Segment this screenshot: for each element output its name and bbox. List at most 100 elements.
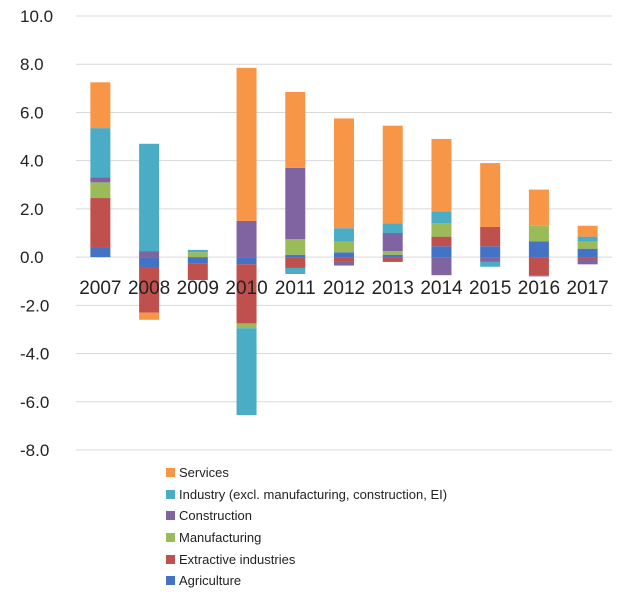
bar-segment bbox=[139, 267, 160, 313]
y-tick-label: 4.0 bbox=[20, 152, 44, 171]
bar-segment bbox=[285, 239, 306, 255]
bar-segment bbox=[480, 257, 501, 262]
bar-segment bbox=[236, 67, 257, 221]
bar-segment bbox=[528, 241, 549, 258]
bar-segment bbox=[334, 118, 354, 229]
bar-segment bbox=[382, 223, 403, 233]
bar-segment bbox=[236, 328, 257, 416]
bar-segment bbox=[480, 246, 501, 258]
bar-segment bbox=[431, 246, 452, 258]
bar-segment bbox=[139, 143, 160, 252]
x-category-label: 2008 bbox=[128, 278, 170, 299]
legend-label: Extractive industries bbox=[179, 551, 296, 567]
bar-segment bbox=[334, 261, 354, 266]
bar-segment bbox=[577, 259, 598, 265]
legend-label: Agriculture bbox=[179, 573, 242, 589]
bar-segment bbox=[285, 254, 306, 258]
bar-segment bbox=[139, 251, 160, 258]
bar-segment bbox=[577, 257, 598, 260]
bar-segment bbox=[236, 323, 257, 329]
x-category-label: 2012 bbox=[323, 278, 365, 299]
bar-segment bbox=[431, 236, 452, 247]
bar-segment bbox=[431, 138, 452, 212]
bar-segment bbox=[528, 275, 549, 277]
bar-segment bbox=[90, 177, 111, 183]
bar-segment bbox=[577, 225, 598, 237]
y-tick-label: 2.0 bbox=[20, 200, 44, 219]
bar-segment bbox=[236, 257, 257, 265]
x-category-label: 2015 bbox=[469, 278, 511, 299]
bar-segment bbox=[139, 257, 160, 268]
x-category-label: 2013 bbox=[372, 278, 414, 299]
y-tick-label: -4.0 bbox=[20, 345, 49, 364]
bar-segment bbox=[334, 257, 354, 262]
bar-segment bbox=[431, 257, 452, 276]
bar-segment bbox=[577, 241, 598, 249]
y-tick-label: 0.0 bbox=[20, 248, 44, 267]
bar-segment bbox=[187, 263, 208, 281]
x-category-label: 2010 bbox=[225, 278, 267, 299]
bar-segment bbox=[90, 247, 111, 258]
legend-item: Extractive industries bbox=[166, 548, 447, 570]
y-tick-label: -2.0 bbox=[20, 296, 49, 315]
bar-segment bbox=[187, 257, 208, 264]
legend-swatch bbox=[166, 468, 175, 478]
x-category-label: 2014 bbox=[420, 278, 463, 299]
bar-segment bbox=[577, 248, 598, 258]
bar-segment bbox=[90, 82, 111, 129]
y-tick-label: -6.0 bbox=[20, 393, 49, 412]
bar-segment bbox=[431, 211, 452, 224]
bar-segment bbox=[528, 257, 549, 276]
bar-segment bbox=[187, 249, 208, 253]
bar-segment bbox=[480, 226, 501, 247]
bar-segment bbox=[285, 257, 306, 268]
chart-legend: Services Industry (excl. manufacturing, c… bbox=[166, 462, 447, 592]
stacked-bar-chart: 10.0 8.0 6.0 4.0 2.0 0.0 -2.0 -4.0 -6.0 -8.0 2007… bbox=[20, 7, 612, 460]
bar-segment bbox=[334, 241, 354, 253]
bar-segment bbox=[382, 254, 403, 258]
bar-segment bbox=[528, 225, 549, 242]
legend-label: Services bbox=[179, 465, 229, 481]
bars bbox=[90, 67, 598, 416]
bar-segment bbox=[382, 125, 403, 224]
x-category-label: 2007 bbox=[79, 278, 121, 299]
legend-label: Industry (excl. manufacturing, construct… bbox=[179, 486, 448, 502]
bar-segment bbox=[285, 167, 306, 240]
legend-swatch bbox=[166, 533, 175, 543]
y-tick-label: 8.0 bbox=[20, 55, 44, 74]
bar-segment bbox=[285, 267, 306, 274]
y-tick-label: 10.0 bbox=[20, 7, 53, 26]
legend-swatch bbox=[166, 554, 175, 564]
x-category-label: 2017 bbox=[566, 278, 608, 299]
legend-item: Manufacturing bbox=[166, 527, 447, 549]
bar-segment bbox=[382, 251, 403, 255]
bar-segment bbox=[139, 312, 160, 320]
x-category-label: 2016 bbox=[518, 278, 560, 299]
bar-segment bbox=[480, 163, 501, 227]
x-category-label: 2009 bbox=[177, 278, 219, 299]
y-axis-ticks: 10.0 8.0 6.0 4.0 2.0 0.0 -2.0 -4.0 -6.0 -8.0 bbox=[20, 7, 53, 460]
bar-segment bbox=[90, 198, 111, 248]
y-tick-label: -8.0 bbox=[20, 441, 49, 460]
legend-swatch bbox=[166, 489, 175, 499]
bar-segment bbox=[285, 91, 306, 168]
y-tick-label: 6.0 bbox=[20, 103, 44, 122]
bar-segment bbox=[382, 233, 403, 252]
bar-segment bbox=[187, 252, 208, 258]
legend-item: Agriculture bbox=[166, 570, 447, 592]
bar-segment bbox=[236, 264, 257, 324]
legend-swatch bbox=[166, 576, 175, 586]
bar-segment bbox=[90, 128, 111, 178]
bar-segment bbox=[236, 220, 257, 258]
legend-item: Construction bbox=[166, 505, 447, 527]
x-axis-categories: 2007 2008 2009 2010 2011 2012 2013 2014 2015 2016… bbox=[79, 278, 609, 299]
legend-item: Industry (excl. manufacturing, construct… bbox=[166, 484, 447, 506]
x-category-label: 2011 bbox=[275, 278, 316, 299]
bar-segment bbox=[334, 252, 354, 258]
legend-item: Services bbox=[166, 462, 447, 484]
legend-label: Manufacturing bbox=[179, 530, 262, 546]
bar-segment bbox=[431, 223, 452, 237]
bar-segment bbox=[90, 182, 111, 199]
legend-label: Construction bbox=[179, 508, 252, 524]
bar-segment bbox=[528, 189, 549, 226]
